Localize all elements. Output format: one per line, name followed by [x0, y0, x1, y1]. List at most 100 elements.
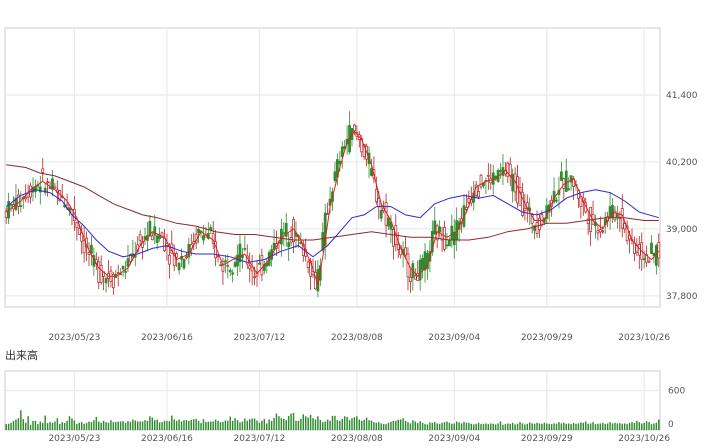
- candle-body: [175, 253, 179, 258]
- volume-bar: [42, 422, 44, 430]
- candle-body: [486, 174, 490, 177]
- volume-bar: [426, 424, 429, 430]
- volume-bar: [129, 421, 132, 430]
- volume-bar: [519, 422, 521, 430]
- volume-bar: [136, 421, 139, 430]
- volume-bar: [643, 422, 645, 430]
- candle-body: [377, 198, 381, 207]
- candle-body: [579, 196, 583, 207]
- candle-body: [506, 162, 510, 177]
- volume-bar: [105, 422, 107, 430]
- volume-bar: [90, 422, 93, 430]
- volume-bar: [487, 424, 490, 430]
- candle-body: [611, 205, 614, 218]
- volume-bar: [54, 421, 56, 430]
- volume-bar: [197, 420, 200, 430]
- volume-bar: [241, 421, 244, 430]
- volume-bar: [560, 423, 563, 430]
- volume-bar: [20, 410, 22, 430]
- volume-bar: [536, 422, 538, 430]
- volume-bar: [633, 422, 636, 430]
- candle-body: [19, 205, 23, 207]
- volume-bar: [465, 422, 468, 430]
- candle-body: [448, 239, 451, 247]
- candle-body: [221, 261, 225, 272]
- candle-body: [521, 191, 524, 216]
- candle-body: [625, 225, 629, 242]
- candle-body: [540, 214, 544, 226]
- candle-body: [452, 231, 456, 245]
- candle-body: [4, 210, 8, 218]
- volume-bar: [210, 421, 212, 430]
- volume-bar: [582, 422, 585, 430]
- candle-body: [650, 242, 653, 254]
- candle-body: [535, 222, 539, 234]
- candle-body: [418, 259, 422, 281]
- candle-body: [564, 170, 568, 192]
- volume-bar: [555, 423, 558, 430]
- volume-bar: [168, 421, 171, 430]
- volume-bar: [166, 420, 168, 430]
- x-tick-label: 2023/08/08: [331, 333, 383, 343]
- volume-bar: [468, 422, 470, 430]
- volume-bar: [460, 423, 463, 430]
- volume-bar: [251, 418, 253, 430]
- volume-bar: [95, 416, 98, 430]
- candle-body: [9, 204, 13, 206]
- volume-bar: [253, 418, 256, 430]
- volume-bar: [368, 420, 370, 430]
- candle-body: [657, 241, 661, 259]
- volume-bar: [231, 420, 234, 430]
- volume-bar: [39, 421, 42, 430]
- volume-bar: [331, 415, 334, 430]
- volume-bar: [606, 423, 609, 430]
- candle-body: [187, 243, 191, 258]
- candle-body: [197, 229, 200, 234]
- volume-bar: [324, 421, 326, 430]
- volume-bar: [404, 420, 407, 430]
- volume-bar: [589, 423, 592, 430]
- volume-bar: [185, 420, 188, 430]
- volume-bar: [317, 416, 319, 430]
- candle-body: [87, 252, 91, 255]
- candle-body: [172, 253, 176, 267]
- candle-body: [353, 124, 356, 131]
- volume-bar: [436, 423, 438, 430]
- volume-bar: [158, 422, 161, 430]
- volume-bar: [477, 422, 480, 430]
- x-tick-label: 2023/06/16: [141, 333, 193, 343]
- volume-bar: [402, 418, 404, 430]
- candle-body: [596, 230, 600, 234]
- volume-bar: [49, 422, 51, 430]
- candle-body: [362, 144, 366, 158]
- candle-body: [209, 227, 213, 230]
- volume-bar: [76, 424, 78, 430]
- volume-bar: [334, 415, 336, 430]
- volume-bar: [490, 423, 492, 430]
- volume-bar: [292, 412, 295, 430]
- candle-body: [216, 255, 220, 258]
- volume-bar: [173, 419, 175, 430]
- candle-body: [423, 251, 427, 271]
- candle-body: [323, 212, 327, 246]
- volume-bar: [626, 424, 628, 430]
- volume-bar: [343, 416, 346, 430]
- volume-bar: [222, 421, 224, 430]
- volume-bar: [599, 423, 602, 430]
- candle-body: [326, 213, 330, 215]
- volume-bar: [416, 423, 419, 430]
- volume-title: 出来高: [5, 348, 38, 362]
- volume-bar: [602, 422, 604, 430]
- volume-bar: [446, 421, 448, 430]
- candle-body: [97, 261, 101, 283]
- volume-bar: [144, 420, 146, 430]
- candle-body: [586, 218, 590, 224]
- volume-bar: [110, 420, 112, 430]
- volume-bar: [494, 424, 497, 430]
- volume-bar: [375, 422, 378, 430]
- ma-mid-line: [5, 189, 659, 263]
- volume-bar: [648, 422, 650, 430]
- volume-bar: [227, 420, 229, 430]
